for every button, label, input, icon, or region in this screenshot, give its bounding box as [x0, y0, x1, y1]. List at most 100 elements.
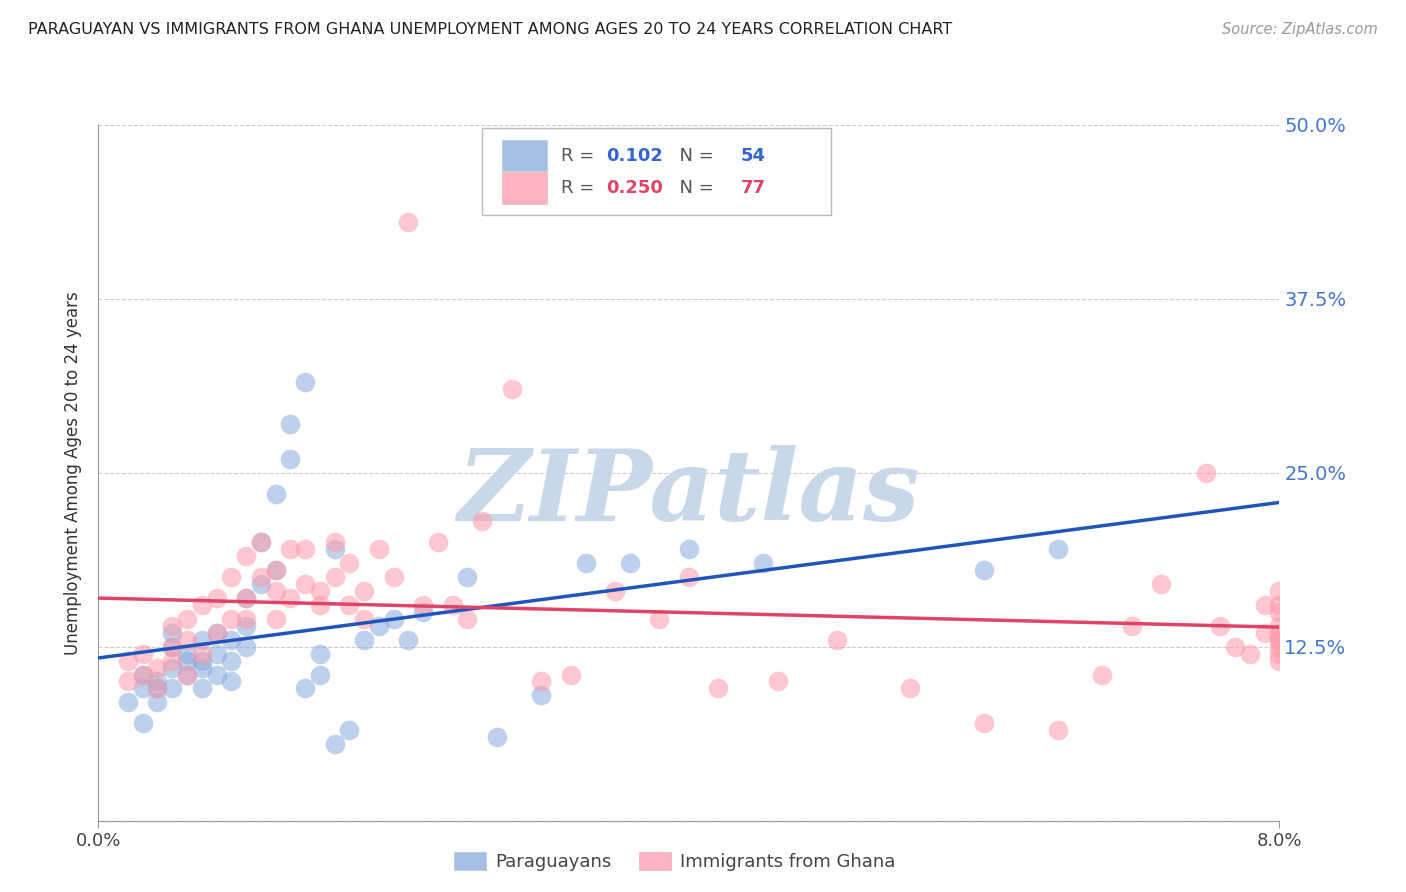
Point: [456, 570, 478, 584]
Point: [146, 695, 169, 709]
Point: [1268, 632, 1291, 647]
Point: [235, 591, 257, 605]
Text: 0.250: 0.250: [606, 179, 664, 197]
Point: [219, 612, 242, 626]
Point: [264, 563, 287, 577]
Point: [648, 612, 671, 626]
Point: [367, 542, 389, 557]
Point: [501, 382, 523, 396]
Point: [176, 632, 198, 647]
Point: [1121, 619, 1143, 633]
Point: [205, 591, 228, 605]
Point: [162, 625, 183, 640]
Point: [132, 667, 155, 681]
Point: [162, 654, 183, 668]
Point: [441, 598, 464, 612]
Point: [176, 647, 198, 661]
Point: [146, 660, 169, 674]
Point: [1268, 647, 1291, 661]
Point: [146, 681, 169, 696]
Point: [235, 549, 257, 564]
Point: [294, 542, 316, 557]
Text: 0.102: 0.102: [606, 147, 664, 165]
Point: [191, 598, 214, 612]
Point: [382, 612, 405, 626]
Point: [191, 632, 214, 647]
Point: [396, 632, 419, 647]
Point: [162, 681, 183, 696]
Text: R =: R =: [561, 179, 600, 197]
Point: [132, 647, 155, 661]
Point: [278, 591, 301, 605]
Point: [278, 417, 301, 431]
FancyBboxPatch shape: [482, 128, 831, 215]
Point: [162, 640, 183, 654]
Point: [219, 570, 242, 584]
Point: [1268, 619, 1291, 633]
Point: [176, 654, 198, 668]
Point: [485, 730, 508, 744]
Point: [162, 619, 183, 633]
FancyBboxPatch shape: [502, 140, 547, 171]
Point: [323, 737, 346, 751]
Point: [825, 632, 848, 647]
Point: [117, 654, 139, 668]
Point: [1268, 625, 1291, 640]
Point: [766, 674, 789, 689]
Text: ZIPatlas: ZIPatlas: [458, 445, 920, 541]
Point: [205, 625, 228, 640]
Point: [323, 542, 346, 557]
Point: [560, 667, 582, 681]
Point: [382, 570, 405, 584]
Point: [235, 619, 257, 633]
Text: N =: N =: [668, 179, 720, 197]
Point: [353, 584, 375, 599]
Point: [898, 681, 921, 696]
Point: [1046, 542, 1069, 557]
Point: [337, 723, 360, 738]
Point: [191, 660, 214, 674]
Point: [264, 563, 287, 577]
Point: [1209, 619, 1232, 633]
Point: [530, 674, 553, 689]
Point: [132, 667, 155, 681]
Point: [264, 584, 287, 599]
Text: 77: 77: [741, 179, 766, 197]
Point: [1268, 598, 1291, 612]
Point: [426, 535, 449, 549]
Point: [176, 667, 198, 681]
Point: [219, 674, 242, 689]
Point: [367, 619, 389, 633]
Point: [1223, 640, 1246, 654]
Point: [146, 681, 169, 696]
Point: [707, 681, 730, 696]
Point: [396, 215, 419, 229]
Point: [751, 556, 773, 570]
Point: [235, 640, 257, 654]
Point: [219, 632, 242, 647]
Point: [1254, 625, 1277, 640]
Point: [308, 667, 332, 681]
Point: [176, 667, 198, 681]
Point: [235, 591, 257, 605]
Point: [1268, 584, 1291, 599]
Point: [250, 535, 273, 549]
Point: [1268, 632, 1291, 647]
Point: [205, 625, 228, 640]
Point: [678, 570, 700, 584]
Point: [250, 535, 273, 549]
Legend: Paraguayans, Immigrants from Ghana: Paraguayans, Immigrants from Ghana: [447, 846, 903, 879]
Text: R =: R =: [561, 147, 600, 165]
Point: [162, 640, 183, 654]
Point: [191, 647, 214, 661]
Text: Source: ZipAtlas.com: Source: ZipAtlas.com: [1222, 22, 1378, 37]
Point: [264, 486, 287, 500]
Point: [278, 542, 301, 557]
Point: [205, 647, 228, 661]
Point: [191, 681, 214, 696]
Point: [250, 570, 273, 584]
Text: N =: N =: [668, 147, 720, 165]
Point: [1150, 577, 1173, 591]
Point: [250, 577, 273, 591]
Point: [973, 563, 995, 577]
